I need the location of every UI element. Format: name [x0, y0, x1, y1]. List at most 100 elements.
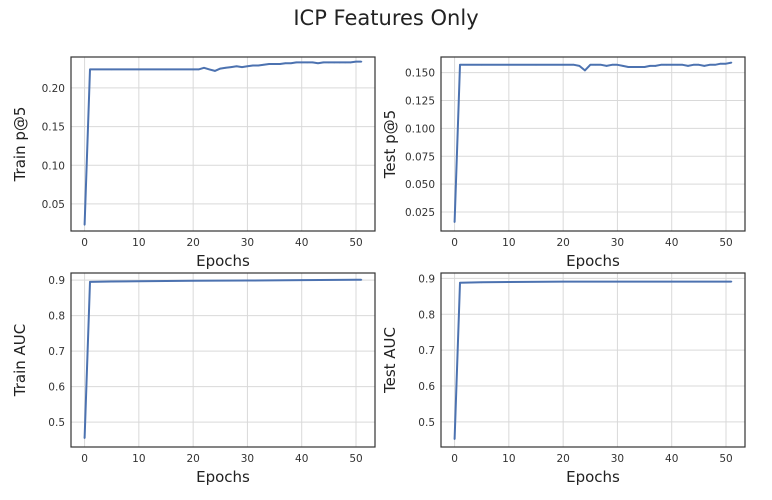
data-point	[328, 61, 330, 64]
data-point	[246, 279, 249, 282]
x-tick-label: 0	[451, 237, 458, 249]
data-point	[535, 64, 537, 66]
data-point	[725, 280, 727, 283]
data-point	[611, 64, 613, 66]
x-tick-label: 0	[81, 453, 88, 465]
data-point	[562, 280, 564, 283]
data-point	[252, 64, 254, 67]
x-tick-label: 20	[556, 237, 569, 249]
y-tick-label: 0.5	[48, 417, 65, 429]
data-point	[197, 68, 200, 71]
data-point	[730, 280, 733, 283]
data-point	[616, 280, 619, 283]
y-tick-label: 0.6	[418, 381, 435, 393]
data-point	[110, 280, 113, 283]
y-tick-label: 0.7	[48, 346, 65, 358]
data-point	[89, 281, 91, 283]
figure-title: ICP Features Only	[293, 6, 479, 30]
data-point	[649, 65, 651, 67]
y-tick-label: 0.6	[48, 382, 65, 394]
x-tick-label: 40	[665, 237, 678, 249]
data-point	[654, 65, 657, 67]
data-point	[508, 64, 510, 66]
x-tick-label: 40	[295, 237, 308, 249]
y-tick-label: 0.025	[405, 207, 435, 219]
x-axis-label: Epochs	[196, 468, 250, 486]
x-tick-label: 50	[349, 453, 362, 465]
data-point	[138, 68, 140, 71]
x-tick-label: 20	[186, 453, 199, 465]
data-point	[676, 64, 678, 66]
data-point	[638, 66, 640, 68]
data-point	[687, 65, 689, 67]
data-point	[730, 61, 733, 64]
subplot-train-p5: 0 10 20 30 40 50 0.05 0.10 0.15 0.20 Epochs Train p…	[11, 56, 376, 270]
data-point	[192, 68, 194, 71]
data-point	[322, 61, 325, 64]
data-point	[311, 61, 314, 64]
x-tick-label: 50	[719, 237, 732, 249]
data-point	[192, 280, 194, 282]
data-point	[632, 66, 635, 68]
data-point	[333, 61, 336, 64]
data-point	[235, 65, 238, 68]
data-point	[660, 64, 662, 66]
data-point	[262, 63, 265, 66]
y-tick-label: 0.15	[42, 122, 65, 134]
data-point	[708, 64, 711, 66]
data-point	[605, 65, 608, 67]
data-point	[273, 63, 276, 65]
data-point	[290, 62, 292, 64]
data-point	[214, 70, 216, 72]
data-point	[459, 281, 461, 284]
y-tick-label: 0.8	[48, 311, 65, 323]
x-tick-label: 0	[451, 453, 458, 465]
data-point	[203, 67, 205, 69]
series-line	[453, 61, 732, 223]
data-point	[725, 62, 727, 65]
data-point	[138, 280, 140, 282]
data-point	[360, 278, 363, 281]
data-point	[360, 60, 363, 63]
data-point	[627, 66, 630, 68]
subplot-test-auc: 0 10 20 30 40 50 0.5 0.6 0.7 0.8 0.9 Epochs Test AUC	[381, 272, 746, 486]
plot-frame	[70, 272, 376, 448]
y-tick-label: 0.8	[418, 309, 435, 321]
y-tick-label: 0.125	[405, 96, 435, 108]
plot-frame	[440, 272, 746, 448]
data-point	[317, 62, 319, 64]
x-axis-label: Epochs	[566, 252, 620, 270]
y-tick-label: 0.9	[48, 275, 65, 287]
data-point	[573, 64, 575, 66]
data-point	[508, 281, 510, 283]
data-point	[208, 68, 211, 71]
series-line	[83, 60, 362, 225]
data-point	[344, 61, 346, 64]
data-point	[110, 68, 113, 71]
x-tick-label: 30	[611, 453, 624, 465]
y-axis-label: Train p@5	[11, 107, 29, 183]
x-tick-label: 40	[665, 453, 678, 465]
data-point	[453, 221, 456, 223]
data-point	[480, 281, 483, 284]
y-tick-label: 0.050	[405, 179, 435, 191]
data-point	[295, 61, 298, 64]
y-tick-label: 0.05	[42, 199, 65, 211]
x-tick-label: 40	[295, 453, 308, 465]
x-tick-label: 50	[349, 237, 362, 249]
data-point	[562, 64, 564, 66]
data-point	[670, 280, 673, 283]
data-point	[268, 63, 270, 65]
data-point	[594, 64, 597, 66]
x-tick-label: 20	[556, 453, 569, 465]
data-point	[165, 68, 167, 71]
data-point	[355, 60, 357, 63]
x-tick-label: 30	[241, 453, 254, 465]
data-point	[578, 65, 581, 67]
data-point	[241, 66, 243, 68]
subplot-test-p5: 0 10 20 30 40 50 0.025 0.050 0.075 0.100 0.125 0.15…	[381, 56, 746, 270]
data-point	[306, 61, 308, 64]
data-point	[453, 438, 456, 440]
data-point	[246, 65, 249, 68]
